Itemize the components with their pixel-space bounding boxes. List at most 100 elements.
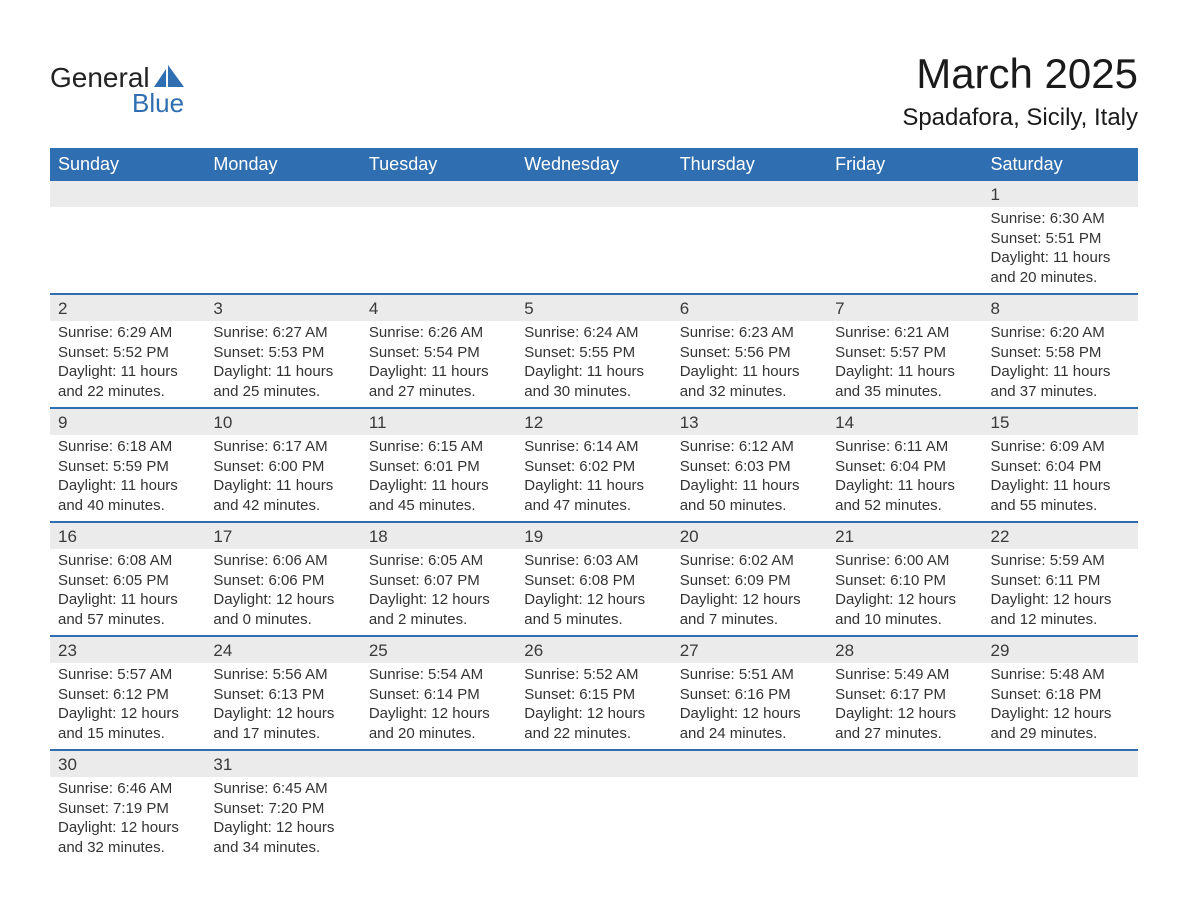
day-data-cell: Sunrise: 6:12 AMSunset: 6:03 PMDaylight:… bbox=[672, 435, 827, 522]
location-subtitle: Spadafora, Sicily, Italy bbox=[902, 104, 1138, 132]
day-data-line: Sunrise: 5:49 AM bbox=[835, 665, 974, 685]
day-data-cell: Sunrise: 6:18 AMSunset: 5:59 PMDaylight:… bbox=[50, 435, 205, 522]
day-data-line: and 34 minutes. bbox=[213, 838, 352, 858]
day-data-line: Daylight: 12 hours bbox=[680, 590, 819, 610]
day-number-cell: 1 bbox=[983, 181, 1138, 207]
day-data-line: Sunset: 5:59 PM bbox=[58, 457, 197, 477]
weekday-header: Wednesday bbox=[516, 148, 671, 181]
day-data-line: Sunset: 5:58 PM bbox=[991, 343, 1130, 363]
day-data-line: Sunrise: 6:29 AM bbox=[58, 323, 197, 343]
day-data-line: and 15 minutes. bbox=[58, 724, 197, 744]
day-data-line: Sunrise: 6:26 AM bbox=[369, 323, 508, 343]
day-data-cell: Sunrise: 6:24 AMSunset: 5:55 PMDaylight:… bbox=[516, 321, 671, 408]
day-data-line: and 50 minutes. bbox=[680, 496, 819, 516]
day-data-line: Daylight: 11 hours bbox=[991, 476, 1130, 496]
day-data-line: Sunrise: 5:54 AM bbox=[369, 665, 508, 685]
day-data-line: Sunset: 6:00 PM bbox=[213, 457, 352, 477]
day-number-cell: 23 bbox=[50, 636, 205, 663]
day-data-cell: Sunrise: 6:00 AMSunset: 6:10 PMDaylight:… bbox=[827, 549, 982, 636]
day-data-line: Sunrise: 5:51 AM bbox=[680, 665, 819, 685]
day-data-line: and 52 minutes. bbox=[835, 496, 974, 516]
day-data-line: and 24 minutes. bbox=[680, 724, 819, 744]
day-data-line: Sunset: 6:02 PM bbox=[524, 457, 663, 477]
day-data-line: Sunset: 6:18 PM bbox=[991, 685, 1130, 705]
day-number-cell bbox=[827, 181, 982, 207]
calendar-table: Sunday Monday Tuesday Wednesday Thursday… bbox=[50, 148, 1138, 863]
day-data-cell: Sunrise: 6:26 AMSunset: 5:54 PMDaylight:… bbox=[361, 321, 516, 408]
day-data-line: Daylight: 12 hours bbox=[213, 818, 352, 838]
day-data-line: and 22 minutes. bbox=[524, 724, 663, 744]
day-data-line: and 17 minutes. bbox=[213, 724, 352, 744]
day-number-cell: 20 bbox=[672, 522, 827, 549]
day-data-cell: Sunrise: 6:29 AMSunset: 5:52 PMDaylight:… bbox=[50, 321, 205, 408]
day-number-cell: 31 bbox=[205, 750, 360, 777]
day-data-line: and 42 minutes. bbox=[213, 496, 352, 516]
day-data-line: Sunrise: 5:52 AM bbox=[524, 665, 663, 685]
day-data-line: Sunset: 6:10 PM bbox=[835, 571, 974, 591]
day-data-line: and 20 minutes. bbox=[991, 268, 1130, 288]
day-data-line: Daylight: 12 hours bbox=[991, 590, 1130, 610]
day-data-line: Sunset: 6:11 PM bbox=[991, 571, 1130, 591]
weekday-header: Thursday bbox=[672, 148, 827, 181]
weekday-header: Saturday bbox=[983, 148, 1138, 181]
day-data-line: Sunset: 6:08 PM bbox=[524, 571, 663, 591]
day-number-cell: 14 bbox=[827, 408, 982, 435]
page-header: General Blue March 2025 Spadafora, Sicil… bbox=[50, 50, 1138, 132]
day-data-line: and 30 minutes. bbox=[524, 382, 663, 402]
logo-text-blue: Blue bbox=[132, 88, 184, 119]
day-data-line: Sunrise: 6:08 AM bbox=[58, 551, 197, 571]
day-data-line: Daylight: 11 hours bbox=[369, 362, 508, 382]
day-number-cell: 30 bbox=[50, 750, 205, 777]
day-number-cell: 15 bbox=[983, 408, 1138, 435]
day-data-line: Sunrise: 6:46 AM bbox=[58, 779, 197, 799]
day-number-cell: 3 bbox=[205, 294, 360, 321]
logo: General Blue bbox=[50, 62, 184, 119]
day-data-line: Daylight: 12 hours bbox=[680, 704, 819, 724]
day-data-line: Sunset: 6:05 PM bbox=[58, 571, 197, 591]
day-number-cell bbox=[672, 181, 827, 207]
day-data-line: Sunrise: 6:17 AM bbox=[213, 437, 352, 457]
day-data-line: Sunrise: 6:23 AM bbox=[680, 323, 819, 343]
day-data-line: and 0 minutes. bbox=[213, 610, 352, 630]
day-data-line: Sunrise: 6:30 AM bbox=[991, 209, 1130, 229]
day-data-line: and 45 minutes. bbox=[369, 496, 508, 516]
day-data-line: Daylight: 12 hours bbox=[835, 704, 974, 724]
day-data-line: Daylight: 11 hours bbox=[991, 248, 1130, 268]
day-data-line: Sunrise: 5:59 AM bbox=[991, 551, 1130, 571]
day-data-line: Sunset: 6:04 PM bbox=[991, 457, 1130, 477]
day-number-cell: 5 bbox=[516, 294, 671, 321]
day-data-line: and 37 minutes. bbox=[991, 382, 1130, 402]
day-number-cell: 13 bbox=[672, 408, 827, 435]
day-data-cell bbox=[672, 207, 827, 294]
day-data-line: Sunrise: 5:57 AM bbox=[58, 665, 197, 685]
day-number-cell: 4 bbox=[361, 294, 516, 321]
day-data-cell: Sunrise: 5:57 AMSunset: 6:12 PMDaylight:… bbox=[50, 663, 205, 750]
day-data-line: Sunset: 6:14 PM bbox=[369, 685, 508, 705]
day-data-line: Daylight: 12 hours bbox=[58, 818, 197, 838]
day-number-cell: 26 bbox=[516, 636, 671, 663]
day-number-cell: 10 bbox=[205, 408, 360, 435]
day-data-line: and 12 minutes. bbox=[991, 610, 1130, 630]
day-data-line: and 27 minutes. bbox=[835, 724, 974, 744]
day-data-line: Daylight: 11 hours bbox=[835, 362, 974, 382]
day-data-line: Sunrise: 6:06 AM bbox=[213, 551, 352, 571]
day-data-line: and 32 minutes. bbox=[58, 838, 197, 858]
day-data-cell: Sunrise: 6:27 AMSunset: 5:53 PMDaylight:… bbox=[205, 321, 360, 408]
weekday-header-row: Sunday Monday Tuesday Wednesday Thursday… bbox=[50, 148, 1138, 181]
day-number-cell: 16 bbox=[50, 522, 205, 549]
day-data-line: Daylight: 12 hours bbox=[991, 704, 1130, 724]
day-data-cell bbox=[205, 207, 360, 294]
day-data-line: Daylight: 12 hours bbox=[524, 704, 663, 724]
day-number-cell bbox=[983, 750, 1138, 777]
day-data-cell: Sunrise: 6:17 AMSunset: 6:00 PMDaylight:… bbox=[205, 435, 360, 522]
day-number-cell bbox=[205, 181, 360, 207]
day-data-line: Sunset: 5:53 PM bbox=[213, 343, 352, 363]
day-number-row: 23242526272829 bbox=[50, 636, 1138, 663]
day-data-line: Daylight: 12 hours bbox=[213, 704, 352, 724]
day-data-cell bbox=[983, 777, 1138, 863]
day-data-cell bbox=[516, 777, 671, 863]
day-data-line: Sunset: 6:03 PM bbox=[680, 457, 819, 477]
day-data-line: Daylight: 12 hours bbox=[58, 704, 197, 724]
day-data-line: Sunrise: 5:48 AM bbox=[991, 665, 1130, 685]
day-data-line: and 2 minutes. bbox=[369, 610, 508, 630]
